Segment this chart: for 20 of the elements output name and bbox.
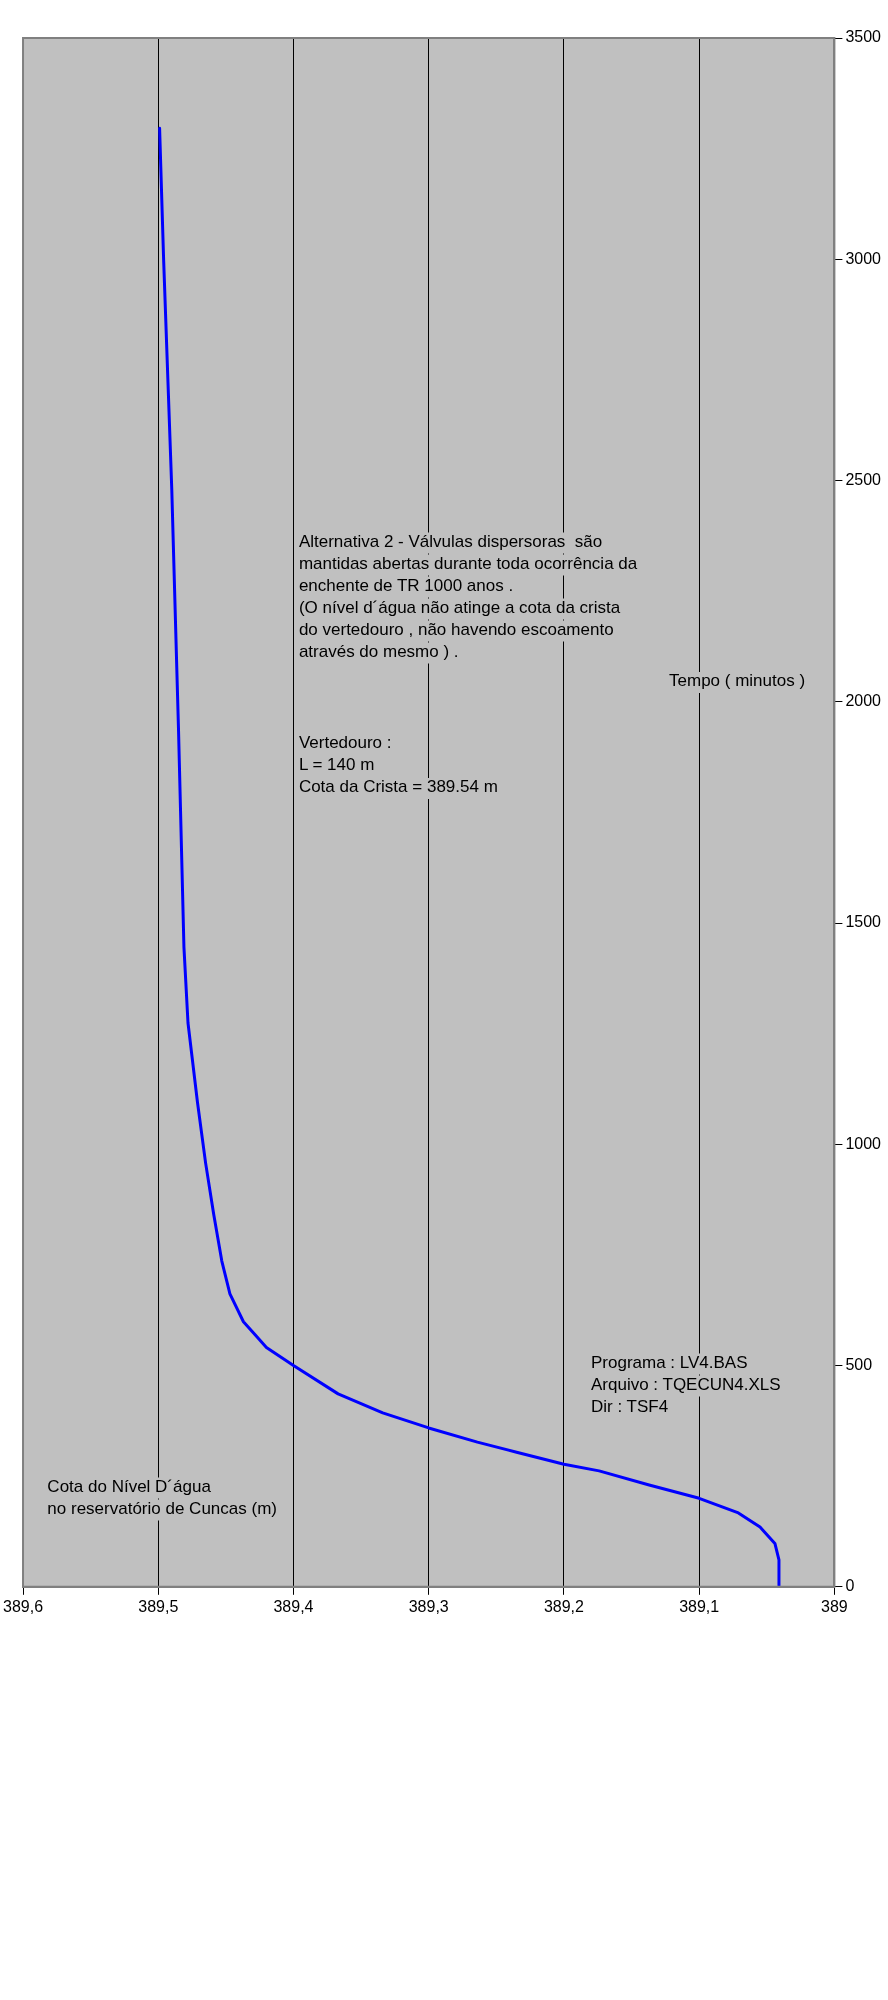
x-tick-label: 389,4 xyxy=(273,1597,314,1615)
y-tick-label: 500 xyxy=(845,1355,873,1373)
y-axis-title: Tempo ( minutos ) xyxy=(669,671,806,691)
x-tick-label: 389,2 xyxy=(543,1597,585,1615)
x-tick-label: 389,6 xyxy=(3,1597,44,1615)
annotation: Alternativa 2 - Válvulas dispersoras são mantidas abertas durante toda ocorrência da enchente de TR 1000 anos . (O nível d´água não atinge a cota da crista do vertedouro , não havendo escoamento através do mesmo ) . xyxy=(298,531,638,661)
x-tick-label: 389 xyxy=(821,1597,848,1615)
y-tick-label: 2500 xyxy=(845,470,882,488)
x-tick-label: 389,1 xyxy=(679,1597,720,1615)
y-tick-label: 2000 xyxy=(845,692,882,710)
y-tick-label: 1000 xyxy=(845,1134,882,1152)
y-tick-label: 1500 xyxy=(845,913,882,931)
text: Cota do Nível D´água no reservatório de Cuncas (m) xyxy=(47,1476,277,1518)
annotation: Programa : LV4.BAS Arquivo : TQECUN4.XLS Dir : TSF4 xyxy=(590,1352,781,1416)
x-tick-label: 389,5 xyxy=(138,1597,179,1615)
y-tick-label: 3500 xyxy=(845,28,882,46)
y-tick-label: 3000 xyxy=(845,249,882,267)
y-tick-label: 0 xyxy=(845,1577,855,1595)
x-tick-label: 389,3 xyxy=(408,1597,449,1615)
annotation: Vertedouro : L = 140 m Cota da Crista = 389.54 m xyxy=(298,733,498,797)
